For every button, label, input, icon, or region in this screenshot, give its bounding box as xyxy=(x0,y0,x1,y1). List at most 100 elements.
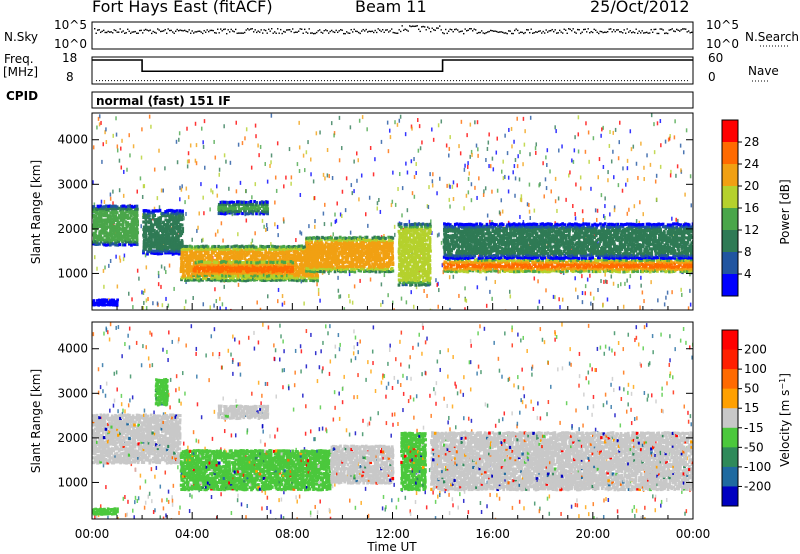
echo-cell xyxy=(203,267,206,271)
echo-cell xyxy=(144,221,148,225)
echo-cell xyxy=(122,204,126,208)
echo-cell xyxy=(350,249,354,254)
noise-point xyxy=(379,29,381,31)
echo-cell xyxy=(132,211,135,215)
echo-cell xyxy=(255,263,259,267)
echo-cell xyxy=(412,232,415,236)
echo-cell xyxy=(428,237,432,241)
freq-panel-frame xyxy=(91,56,694,85)
noise-point xyxy=(122,30,124,32)
echo-cell xyxy=(388,270,391,274)
echo-cell xyxy=(261,260,265,264)
echo-cell xyxy=(317,252,321,256)
echo-cell xyxy=(181,213,185,217)
echo-cell xyxy=(385,263,389,267)
scatter-cell xyxy=(122,193,125,198)
echo-cell xyxy=(248,276,252,280)
scatter-cell xyxy=(606,297,609,302)
echo-cell xyxy=(153,220,157,224)
echo-cell xyxy=(405,260,409,264)
scatter-cell xyxy=(604,204,606,209)
echo-cell xyxy=(512,265,516,269)
echo-cell xyxy=(424,283,428,287)
echo-cell xyxy=(292,274,296,278)
echo-cell xyxy=(534,264,537,269)
scatter-cell xyxy=(283,184,285,189)
echo-cell xyxy=(213,278,217,282)
echo-cell xyxy=(312,247,316,251)
echo-cell xyxy=(173,209,177,213)
echo-cell xyxy=(496,258,500,262)
echo-cell xyxy=(168,245,172,249)
scatter-cell xyxy=(157,282,160,287)
echo-cell xyxy=(426,276,430,280)
echo-cell xyxy=(111,234,114,238)
echo-cell xyxy=(129,214,133,218)
echo-cell xyxy=(251,253,255,258)
echo-cell xyxy=(358,235,362,239)
echo-cell xyxy=(428,271,432,275)
echo-cell xyxy=(388,263,392,267)
echo-cell xyxy=(291,269,294,273)
noise-point xyxy=(367,31,369,33)
echo-cell xyxy=(421,247,425,251)
echo-cell xyxy=(427,247,430,252)
scatter-cell xyxy=(112,133,114,138)
echo-cell xyxy=(278,249,282,253)
echo-cell xyxy=(310,250,314,254)
scatter-cell xyxy=(221,302,224,307)
echo-cell xyxy=(238,245,242,249)
echo-cell xyxy=(183,276,187,280)
noise-point xyxy=(127,28,129,31)
echo-cell xyxy=(272,260,276,264)
echo-cell xyxy=(334,251,337,255)
echo-cell xyxy=(115,223,119,227)
scatter-cell xyxy=(115,116,117,121)
scatter-cell xyxy=(296,162,299,167)
echo-cell xyxy=(556,267,559,271)
echo-cell xyxy=(532,269,535,274)
echo-cell xyxy=(362,244,365,248)
scatter-cell xyxy=(158,205,161,210)
scatter-cell xyxy=(380,302,382,307)
echo-cell xyxy=(114,238,117,242)
echo-cell xyxy=(234,265,238,269)
echo-cell xyxy=(99,225,103,229)
scatter-cell xyxy=(438,288,440,293)
echo-cell xyxy=(391,262,395,267)
echo-cell xyxy=(168,232,172,236)
echo-cell xyxy=(124,232,128,236)
echo-cell xyxy=(205,278,209,282)
scatter-cell xyxy=(617,283,619,288)
echo-cell xyxy=(185,247,189,252)
noise-point xyxy=(160,30,162,33)
echo-cell xyxy=(246,274,250,278)
scatter-cell xyxy=(218,167,221,172)
noise-point xyxy=(487,31,489,33)
scatter-cell xyxy=(501,209,504,214)
noise-point xyxy=(374,29,376,32)
scatter-cell xyxy=(143,288,146,293)
echo-cell xyxy=(238,262,242,266)
echo-cell xyxy=(285,245,289,249)
echo-cell xyxy=(303,274,307,278)
scatter-cell xyxy=(186,164,189,169)
echo-cell xyxy=(501,258,505,262)
echo-cell xyxy=(343,267,346,271)
echo-cell xyxy=(314,278,318,282)
echo-cell xyxy=(450,267,453,271)
echo-cell xyxy=(365,269,369,273)
echo-cell xyxy=(181,227,185,231)
scatter-cell xyxy=(436,233,439,238)
echo-cell xyxy=(153,228,156,233)
scatter-cell xyxy=(277,233,279,238)
noise-point xyxy=(326,30,328,32)
echo-cell xyxy=(101,209,105,213)
scatter-cell xyxy=(529,152,531,157)
noise-point xyxy=(116,31,118,33)
echo-cell xyxy=(248,274,252,278)
echo-cell xyxy=(511,258,514,262)
echo-cell xyxy=(523,264,526,268)
echo-cell xyxy=(213,260,217,264)
